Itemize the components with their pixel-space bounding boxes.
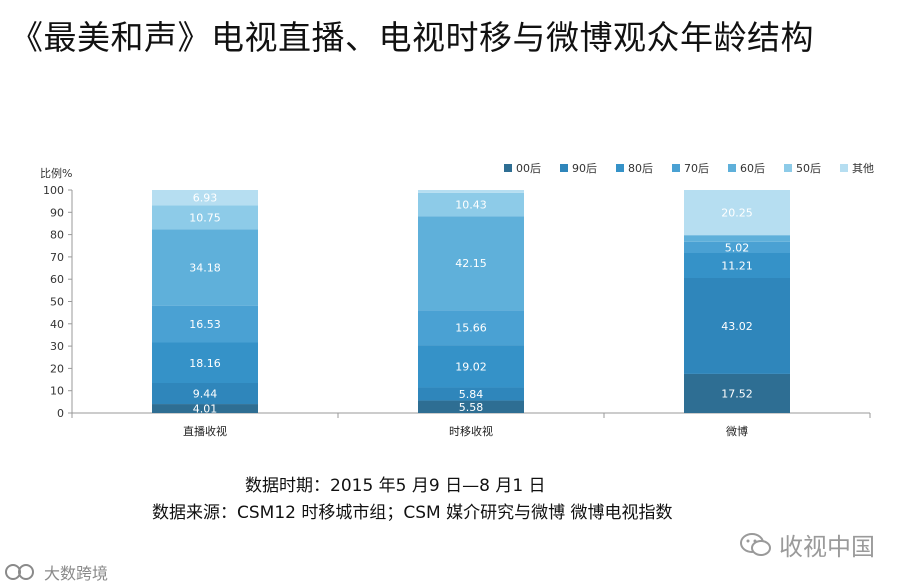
legend-swatch — [616, 164, 624, 172]
bar-segment — [684, 373, 790, 413]
data-label: 11.21 — [721, 259, 753, 272]
y-tick-label: 60 — [50, 273, 64, 286]
legend-label: 00后 — [516, 162, 541, 175]
data-label: 4.01 — [193, 403, 218, 416]
bar-segment — [152, 342, 258, 384]
x-tick-label: 微博 — [726, 424, 748, 438]
legend-swatch — [840, 164, 848, 172]
page-title: 《最美和声》电视直播、电视时移与微博观众年龄结构 — [10, 18, 814, 57]
data-label: 5.02 — [725, 241, 750, 254]
bar-segment — [418, 345, 524, 388]
y-axis-label: 比例% — [40, 166, 72, 180]
legend-swatch — [672, 164, 680, 172]
data-label: 34.18 — [189, 262, 221, 275]
legend-label: 80后 — [628, 162, 653, 175]
bar-segment — [684, 277, 790, 374]
bar-segment — [684, 252, 790, 278]
data-label: 5.84 — [459, 388, 484, 401]
watermark-left: 大数跨境 — [4, 560, 108, 584]
data-source-note: 数据来源：CSM12 时移城市组；CSM 媒介研究与微博 微博电视指数 — [152, 503, 673, 523]
y-tick-label: 100 — [43, 184, 64, 197]
bar-segment — [152, 190, 258, 206]
legend-swatch — [560, 164, 568, 172]
bar-segment — [418, 387, 524, 401]
legend-label: 60后 — [740, 162, 765, 175]
data-label: 15.66 — [455, 322, 487, 335]
legend-label: 70后 — [684, 162, 709, 175]
x-tick-label: 时移收视 — [449, 424, 493, 438]
bar-segment — [418, 192, 524, 217]
data-label: 20.25 — [721, 207, 753, 220]
bar-segment — [418, 400, 524, 413]
data-label: 5.58 — [459, 401, 484, 414]
data-label: 43.02 — [721, 320, 753, 333]
bar-segment — [418, 190, 524, 193]
watermark-right: 收视中国 — [739, 527, 875, 562]
x-tick-label: 直播收视 — [183, 424, 227, 438]
data-period-note: 数据时期：2015 年5 月9 日—8 月1 日 — [245, 476, 546, 496]
bar-segment — [684, 235, 790, 242]
data-label: 9.44 — [193, 388, 218, 401]
y-tick-label: 20 — [50, 362, 64, 375]
y-tick-label: 80 — [50, 229, 64, 242]
bar-segment — [152, 205, 258, 230]
bar-segment — [684, 241, 790, 253]
y-tick-label: 70 — [50, 251, 64, 264]
bar-segment — [152, 383, 258, 405]
data-label: 42.15 — [455, 257, 487, 270]
data-label: 18.16 — [189, 357, 221, 370]
bar-segment — [152, 229, 258, 306]
data-label: 19.02 — [455, 360, 487, 373]
legend-label: 90后 — [572, 162, 597, 175]
legend-label: 50后 — [796, 162, 821, 175]
bar-segment — [418, 216, 524, 311]
legend-swatch — [504, 164, 512, 172]
bar-segment — [152, 305, 258, 343]
bar-segment — [152, 404, 258, 413]
logo-icon — [5, 564, 34, 580]
y-tick-label: 40 — [50, 318, 64, 331]
watermark-left-text: 大数跨境 — [44, 564, 109, 583]
data-label: 17.52 — [721, 387, 753, 400]
y-tick-label: 90 — [50, 206, 64, 219]
y-tick-label: 10 — [50, 385, 64, 398]
legend-swatch — [728, 164, 736, 172]
legend-swatch — [784, 164, 792, 172]
bar-segment — [684, 190, 790, 236]
stacked-bar-chart: 比例% 0 10 20 30 40 50 60 70 80 90 100 4.01 9.44 18.16 16… — [40, 162, 874, 438]
legend-label: 其他 — [852, 162, 874, 175]
data-label: 6.93 — [193, 192, 218, 205]
y-tick-label: 50 — [50, 296, 64, 309]
y-tick-label: 30 — [50, 340, 64, 353]
y-tick-label: 0 — [57, 407, 64, 420]
data-label: 10.43 — [455, 199, 487, 212]
bar-segment — [418, 310, 524, 346]
wechat-icon — [740, 532, 771, 556]
data-label: 16.53 — [189, 318, 221, 331]
data-label: 10.75 — [189, 211, 221, 224]
watermark-right-text: 收视中国 — [779, 533, 875, 561]
